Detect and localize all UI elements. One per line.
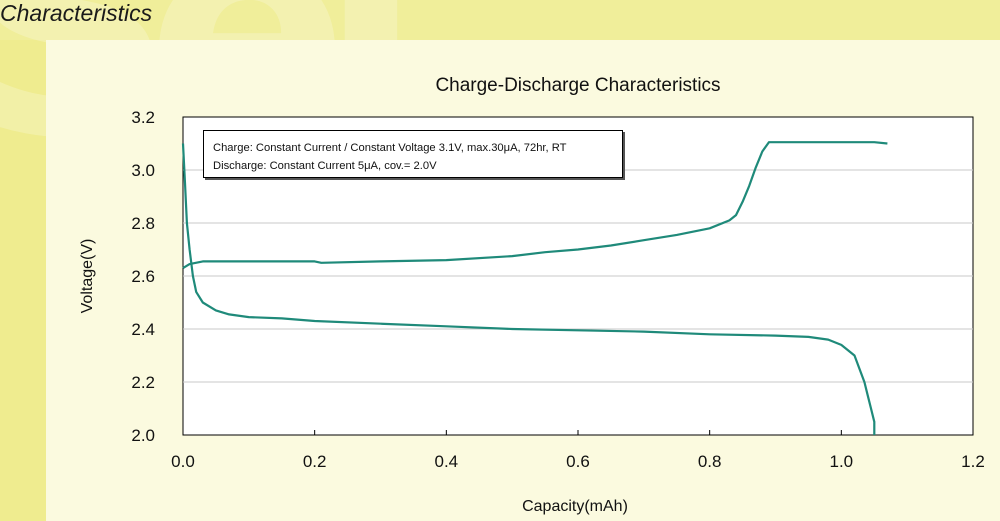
x-tick-label: 1.2 (961, 452, 985, 471)
y-tick-label: 2.4 (131, 320, 155, 339)
x-axis-label: Capacity(mAh) (522, 498, 628, 515)
x-tick-label: 0.6 (566, 452, 590, 471)
x-tick-label: 0.8 (698, 452, 722, 471)
chart-title: Charge-Discharge Characteristics (435, 75, 720, 96)
y-axis-label: Voltage(V) (79, 239, 96, 314)
left-stripe (0, 40, 46, 521)
y-axis-ticks: 2.0 2.2 2.4 2.6 2.8 3.0 3.2 (131, 108, 155, 445)
x-tick-label: 0.2 (303, 452, 327, 471)
charge-curve (182, 141, 888, 270)
annotation-discharge: Discharge: Constant Current 5μA, cov.= 2… (213, 160, 437, 172)
x-tick-label: 1.0 (830, 452, 854, 471)
conditions-annotation: Charge: Constant Current / Constant Volt… (203, 130, 623, 178)
y-tick-label: 3.0 (131, 161, 155, 180)
annotation-charge: Charge: Constant Current / Constant Volt… (213, 142, 567, 154)
y-tick-label: 2.0 (131, 426, 155, 445)
series-group (181, 141, 888, 435)
x-tick-label: 0.0 (171, 452, 195, 471)
x-axis-ticks: 0.0 0.2 0.4 0.6 0.8 1.0 1.2 (171, 430, 985, 471)
y-tick-label: 2.6 (131, 267, 155, 286)
x-tick-label: 0.4 (435, 452, 459, 471)
y-tick-label: 2.2 (131, 373, 155, 392)
section-title: Characteristics (0, 0, 153, 26)
discharge-curve (181, 143, 876, 435)
y-tick-label: 3.2 (131, 108, 155, 127)
y-tick-label: 2.8 (131, 214, 155, 233)
